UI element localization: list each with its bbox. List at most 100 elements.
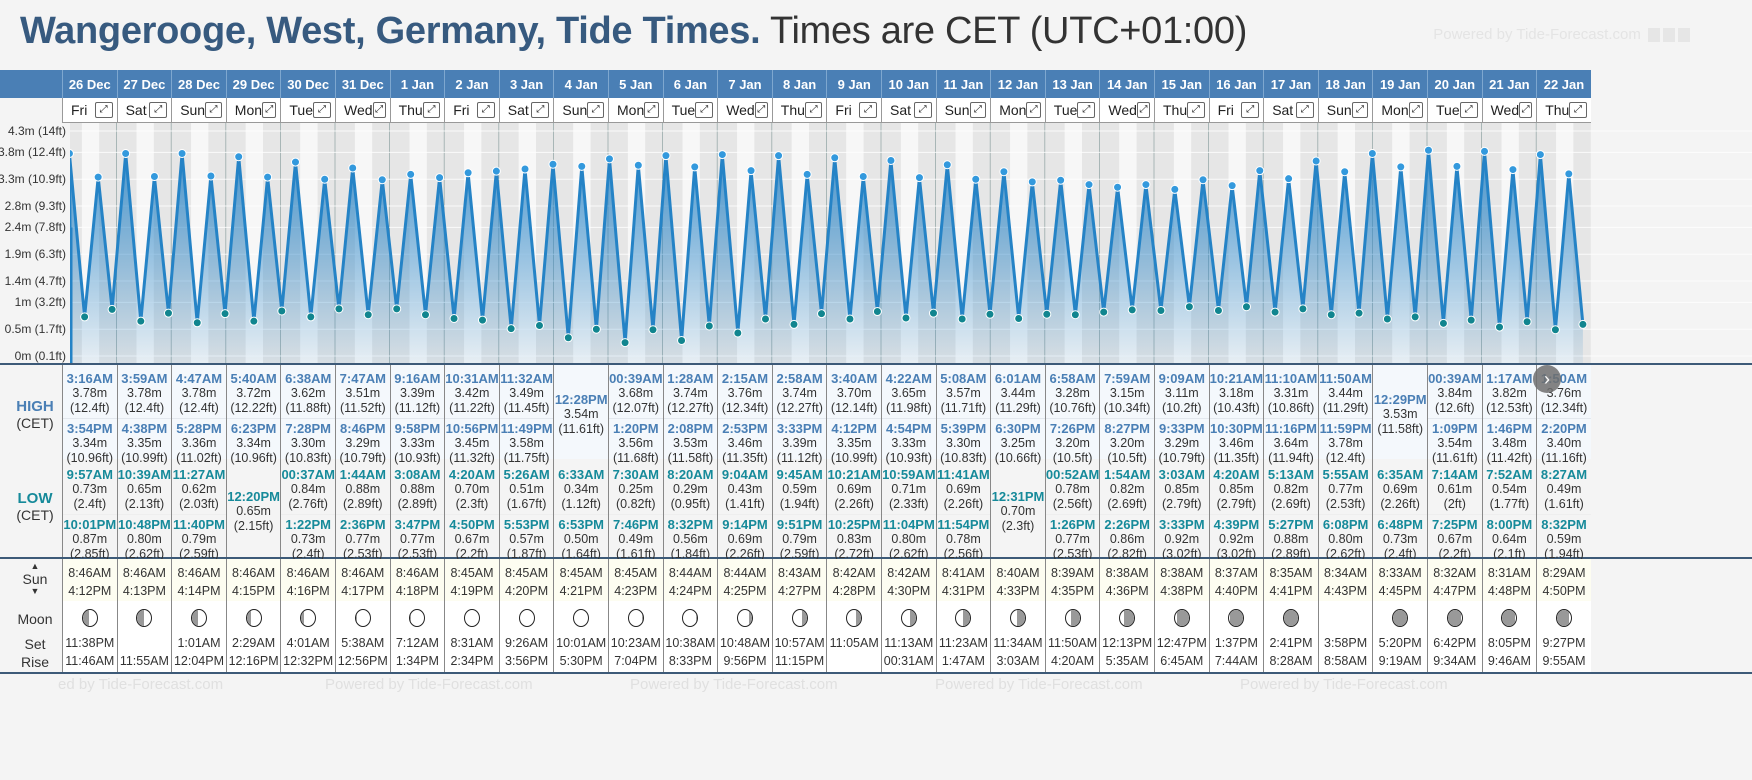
high-tide-entry: 10:56PM 3.45m (11.32ft) (445, 421, 499, 466)
high-tide-point (886, 155, 896, 165)
expand-icon[interactable]: ⤢ (1241, 102, 1260, 118)
powered-by-header[interactable]: Powered by Tide-Forecast.com (1433, 26, 1690, 43)
low-tide-height-m: 0.78m (1055, 482, 1090, 496)
high-tide-entry: 3:54PM 3.34m (10.96ft) (63, 421, 117, 466)
low-tide-point (107, 304, 117, 314)
expand-icon[interactable]: ⤢ (422, 102, 441, 118)
high-tide-height-m: 3.64m (1273, 436, 1309, 450)
moonrise-time: 7:04PM (614, 654, 658, 668)
moon-cell: 5:20PM 9:19AM (1372, 601, 1427, 672)
high-tide-height-ft: (10.76ft) (1049, 401, 1096, 415)
high-tide-entry: 2:08PM 3.53m (11.58ft) (664, 421, 718, 466)
powered-by-footer[interactable]: Powered by Tide-Forecast.com (325, 676, 533, 693)
expand-icon[interactable]: ⤢ (149, 102, 168, 118)
high-tide-point (1198, 175, 1208, 185)
expand-icon[interactable]: ⤢ (1077, 102, 1096, 118)
expand-icon[interactable]: ⤢ (754, 102, 768, 118)
day-date-header: 10 Jan (881, 70, 936, 98)
day-weekday: Wed (1490, 102, 1520, 118)
powered-by-footer[interactable]: Powered by Tide-Forecast.com (1240, 676, 1448, 693)
expand-icon[interactable]: ⤢ (1295, 102, 1314, 118)
moonset-time: 9:26AM (505, 636, 549, 650)
expand-icon[interactable]: ⤢ (1026, 102, 1041, 118)
low-tide-time: 12:31PM (991, 489, 1045, 504)
sun-cell: 8:35AM 4:41PM (1263, 559, 1318, 601)
expand-icon[interactable]: ⤢ (1187, 102, 1205, 118)
expand-icon[interactable]: ⤢ (94, 102, 113, 118)
low-tide-time: 11:41AM (937, 467, 990, 482)
high-tide-point (971, 174, 981, 184)
low-tide-entry: 8:00PM 0.64m (2.1ft) (1483, 517, 1537, 562)
day-weekday: Sun (1326, 102, 1352, 118)
high-tide-time: 11:50AM (1319, 371, 1372, 386)
high-tide-height-ft: (11.12ft) (776, 451, 823, 465)
high-tide-cell: 10:21AM 3.18m (10.43ft) 10:30PM 3.46m (11.35f… (1208, 365, 1264, 465)
day-date-header: 6 Jan (662, 70, 718, 98)
high-tide-entry: 11:16PM 3.64m (11.94ft) (1264, 421, 1318, 466)
sunset-time: 4:23PM (614, 584, 658, 598)
expand-icon[interactable]: ⤢ (313, 102, 331, 118)
moon-shade (137, 610, 145, 626)
expand-icon[interactable]: ⤢ (644, 102, 659, 118)
high-tide-cell: 3:59AM 3.78m (12.4ft) 4:38PM 3.35m (10.99ft) (116, 365, 172, 465)
moon-phase-icon (136, 609, 153, 627)
expand-icon[interactable]: ⤢ (531, 102, 550, 118)
day-column: 12 Jan Mon ⤢ (990, 70, 1045, 780)
moon-shade (1447, 610, 1462, 626)
low-tide-entry: 6:53PM 0.50m (1.64ft) (554, 517, 608, 562)
day-weekday-row: Mon ⤢ (1372, 98, 1427, 123)
day-date: 29 Dec (232, 76, 275, 92)
expand-icon[interactable]: ⤢ (804, 102, 823, 118)
expand-icon[interactable]: ⤢ (1351, 102, 1369, 118)
moon-cell: 1:37PM 7:44AM (1208, 601, 1264, 672)
powered-by-footer[interactable]: Powered by Tide-Forecast.com (630, 676, 838, 693)
expand-icon[interactable]: ⤢ (1569, 102, 1587, 118)
expand-icon[interactable]: ⤢ (969, 102, 987, 118)
day-weekday-row: Thu ⤢ (771, 98, 827, 123)
moonrise-time: 12:56PM (337, 654, 388, 668)
low-tide-height-ft: (2.53ft) (397, 547, 438, 561)
expand-icon[interactable]: ⤢ (262, 102, 277, 118)
low-tide-height-ft: (2.15ft) (233, 519, 274, 533)
high-tide-height-m: 3.35m (836, 436, 872, 450)
high-tide-height-m: 3.46m (1219, 436, 1254, 450)
high-tide-entry: 1:46PM 3.48m (11.42ft) (1483, 421, 1537, 466)
expand-icon[interactable]: ⤢ (1136, 102, 1150, 118)
high-tide-height-m: 3.34m (236, 436, 271, 450)
moon-shade (963, 610, 971, 626)
low-tide-point (1213, 305, 1223, 315)
high-tide-entry: 11:10AM 3.31m (10.86ft) (1264, 371, 1318, 419)
low-tide-time: 3:47PM (394, 517, 441, 532)
high-tide-height-ft: (11.58ft) (1377, 422, 1423, 436)
powered-by-footer[interactable]: ed by Tide-Forecast.com (58, 676, 224, 693)
moon-cell: 8:05PM 9:46AM (1481, 601, 1537, 672)
low-tide-cell: 12:31PM 0.70m (2.3ft) (990, 459, 1045, 557)
expand-icon[interactable]: ⤢ (695, 102, 714, 118)
moon-phase-wrap (1264, 609, 1318, 631)
low-tide-point (1184, 302, 1194, 312)
day-column: 29 Dec Mon ⤢ (225, 70, 281, 780)
high-tide-entry: 12:28PM 3.54m (11.61ft) (554, 392, 608, 437)
expand-icon[interactable]: ⤢ (372, 102, 386, 118)
high-tide-entry: 2:15AM 3.76m (12.34ft) (718, 371, 772, 419)
expand-icon[interactable]: ⤢ (587, 102, 604, 118)
low-tide-height-m: 0.67m (1437, 532, 1473, 546)
low-tide-entry: 1:54AM 0.82m (2.69ft) (1100, 467, 1154, 515)
low-tide-point (334, 304, 344, 314)
day-weekday-row: Sun ⤢ (553, 98, 608, 123)
sunrise-time: 8:46AM (122, 566, 166, 580)
expand-icon[interactable]: ⤢ (1408, 102, 1423, 118)
scroll-right-button[interactable]: › (1533, 365, 1561, 393)
expand-icon[interactable]: ⤢ (1459, 102, 1478, 118)
expand-icon[interactable]: ⤢ (858, 102, 877, 118)
high-tide-height-m: 3.18m (1219, 386, 1254, 400)
expand-icon[interactable]: ⤢ (476, 102, 495, 118)
expand-icon[interactable]: ⤢ (913, 102, 932, 118)
day-date: 18 Jan (1325, 76, 1366, 92)
day-weekday: Tue (289, 102, 313, 118)
expand-icon[interactable]: ⤢ (205, 102, 222, 118)
expand-icon[interactable]: ⤢ (1519, 102, 1533, 118)
powered-by-footer[interactable]: Powered by Tide-Forecast.com (935, 676, 1143, 693)
moon-phase-wrap (827, 609, 881, 631)
sunset-time: 4:38PM (1160, 584, 1204, 598)
